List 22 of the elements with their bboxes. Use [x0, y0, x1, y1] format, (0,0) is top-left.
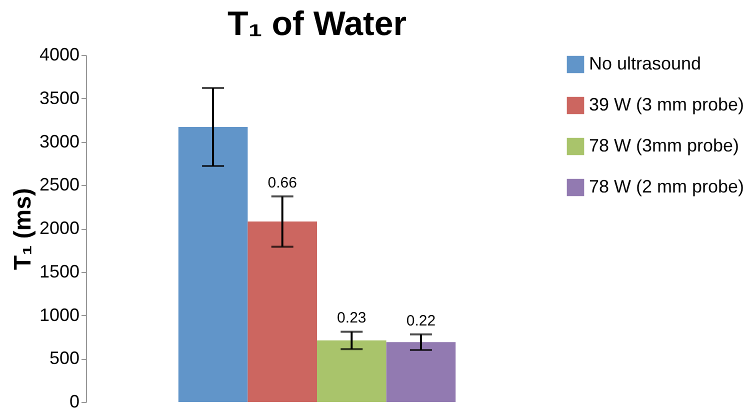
y-tick-label: 3500: [39, 88, 80, 108]
y-tick-label: 1500: [39, 261, 80, 282]
bar: [248, 222, 317, 402]
bar: [386, 342, 456, 402]
y-axis-title: T₁ (ms): [9, 188, 36, 270]
chart-title: T₁ of Water: [227, 5, 407, 43]
y-tick-label: 2000: [39, 218, 80, 238]
y-tick-label: 0: [69, 392, 80, 412]
legend-label: 78 W (3mm probe): [589, 136, 740, 156]
annotation: 0.23: [337, 310, 366, 327]
legend-label: 78 W (2 mm probe): [589, 176, 744, 196]
y-tick-label: 4000: [39, 44, 80, 64]
y-tick-label: 500: [49, 348, 80, 368]
legend-label: 39 W (3 mm probe): [589, 94, 744, 114]
bar: [317, 340, 386, 402]
y-tick-label: 1000: [39, 304, 80, 325]
bar: [178, 127, 248, 402]
y-tick-label: 2500: [39, 174, 80, 195]
y-tick-label: 3000: [39, 131, 80, 152]
annotation: 0.22: [406, 312, 436, 330]
annotation: 0.66: [268, 174, 297, 192]
legend-label: No ultrasound: [589, 54, 702, 74]
